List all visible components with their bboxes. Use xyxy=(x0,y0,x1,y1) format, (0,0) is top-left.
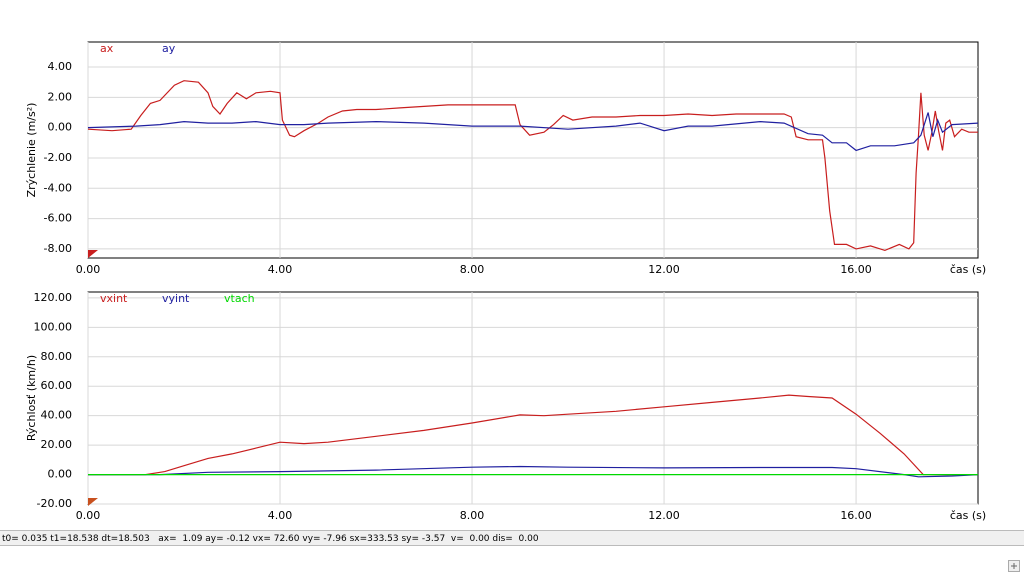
x-tick-label: 16.00 xyxy=(840,509,872,522)
y-tick-label: 0.00 xyxy=(48,468,73,481)
charts: 4.00 2.00 0.00 -2.00 -4.00 -6.00 -8.00 0.00 4.00… xyxy=(25,41,986,522)
legend-entry: ay xyxy=(162,42,176,55)
x-axis-label: čas (s) xyxy=(950,263,986,276)
y-tick-label: 60.00 xyxy=(41,379,73,392)
cursor-marker[interactable] xyxy=(88,250,98,258)
plot-area xyxy=(87,41,979,259)
legend-entry: vyint xyxy=(162,292,190,305)
y-tick-label: 20.00 xyxy=(41,438,73,451)
y-tick-label: 40.00 xyxy=(41,409,73,422)
x-tick-label: 4.00 xyxy=(268,263,293,276)
legend-entry: vtach xyxy=(224,292,255,305)
data-line xyxy=(88,465,979,478)
x-tick-label: 12.00 xyxy=(648,509,680,522)
x-axis-label: čas (s) xyxy=(950,509,986,522)
y-tick-label: -4.00 xyxy=(44,181,72,194)
x-tick-label: 4.00 xyxy=(268,509,293,522)
legend-entry: ax xyxy=(100,42,114,55)
y-tick-label: -2.00 xyxy=(44,151,72,164)
y-tick-label: 80.00 xyxy=(41,350,73,363)
x-tick-label: 16.00 xyxy=(840,263,872,276)
data-line xyxy=(87,112,979,152)
y-axis-label: Zrýchlenie (m/s²) xyxy=(25,103,38,198)
data-line xyxy=(88,394,978,476)
y-tick-label: 2.00 xyxy=(48,90,73,103)
y-tick-label: 100.00 xyxy=(34,320,73,333)
y-tick-label: -20.00 xyxy=(37,497,72,510)
y-axis-label: Rýchlosť (km/h) xyxy=(25,355,38,441)
status-bar: t0= 0.035 t1=18.538 dt=18.503 ax= 1.09 a… xyxy=(0,530,1024,546)
y-tick-label: 0.00 xyxy=(48,121,73,134)
y-tick-label: 4.00 xyxy=(48,60,73,73)
cursor-marker[interactable] xyxy=(88,498,98,506)
y-tick-label: -8.00 xyxy=(44,242,72,255)
legend-entry: vxint xyxy=(100,292,128,305)
x-tick-label: 0.00 xyxy=(76,509,101,522)
resize-button[interactable] xyxy=(1008,560,1020,572)
x-tick-label: 12.00 xyxy=(648,263,680,276)
y-tick-label: 120.00 xyxy=(34,291,73,304)
data-line xyxy=(87,80,978,252)
y-tick-label: -6.00 xyxy=(44,212,72,225)
x-tick-label: 8.00 xyxy=(460,263,485,276)
x-tick-label: 0.00 xyxy=(76,263,101,276)
x-tick-label: 8.00 xyxy=(460,509,485,522)
